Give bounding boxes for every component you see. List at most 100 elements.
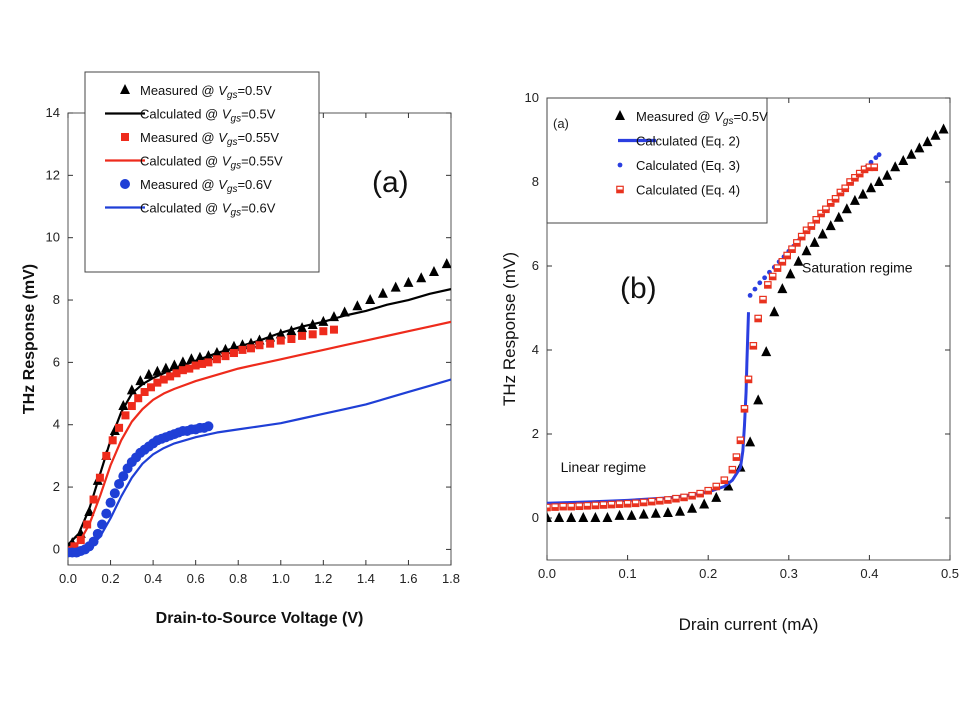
data-point bbox=[319, 327, 328, 336]
x-tick-label: 0.4 bbox=[860, 566, 878, 581]
data-point-fill bbox=[851, 177, 859, 181]
data-point bbox=[906, 148, 917, 159]
y-tick-label: 6 bbox=[532, 258, 539, 273]
data-point bbox=[108, 436, 117, 445]
x-tick-label: 0.2 bbox=[699, 566, 717, 581]
data-point bbox=[547, 512, 552, 522]
data-point bbox=[554, 512, 565, 522]
data-point bbox=[752, 286, 758, 292]
data-point bbox=[246, 344, 255, 353]
panel-label: (b) bbox=[620, 272, 657, 305]
data-point bbox=[308, 330, 317, 339]
data-point bbox=[938, 123, 949, 134]
legend-marker-swatch bbox=[617, 162, 623, 168]
data-point bbox=[416, 272, 427, 283]
data-point-fill bbox=[547, 507, 551, 511]
data-point bbox=[785, 268, 796, 279]
data-point bbox=[287, 335, 296, 343]
data-point bbox=[890, 161, 901, 172]
data-point bbox=[841, 203, 852, 214]
data-point-fill bbox=[817, 213, 825, 217]
legend-box bbox=[546, 97, 768, 224]
data-point-fill bbox=[584, 505, 591, 510]
data-point-fill bbox=[729, 469, 736, 473]
data-point-fill bbox=[741, 408, 748, 412]
data-point bbox=[882, 169, 893, 180]
data-point bbox=[428, 265, 439, 276]
data-point bbox=[153, 378, 162, 387]
series-1 bbox=[547, 123, 949, 522]
data-point bbox=[109, 488, 120, 499]
y-tick-label: 8 bbox=[53, 292, 60, 307]
data-point-fill bbox=[871, 167, 878, 171]
annotation: Saturation regime bbox=[802, 259, 913, 275]
data-point bbox=[198, 359, 207, 368]
y-axis-label: THz Response (mV) bbox=[500, 252, 519, 406]
annotation: Linear regime bbox=[561, 459, 647, 475]
y-tick-label: 0 bbox=[532, 510, 539, 525]
data-point bbox=[89, 495, 98, 504]
x-axis-label: Drain-to-Source Voltage (V) bbox=[156, 610, 364, 627]
data-point bbox=[674, 505, 685, 516]
x-tick-label: 0.3 bbox=[780, 566, 798, 581]
data-point bbox=[140, 387, 149, 396]
data-point-fill bbox=[608, 504, 615, 508]
data-point-fill bbox=[632, 503, 639, 507]
data-point bbox=[255, 341, 264, 350]
data-point-fill bbox=[551, 507, 559, 511]
data-point-fill bbox=[664, 499, 672, 504]
data-point-fill bbox=[827, 203, 834, 207]
series-1 bbox=[68, 258, 451, 548]
data-point bbox=[191, 361, 200, 370]
data-point bbox=[403, 276, 414, 287]
data-point bbox=[298, 331, 307, 340]
data-point-fill bbox=[846, 182, 854, 186]
data-point bbox=[83, 520, 92, 529]
data-point bbox=[88, 536, 99, 547]
data-point bbox=[711, 491, 722, 502]
data-point bbox=[229, 349, 238, 358]
data-point bbox=[761, 346, 772, 357]
data-point-fill bbox=[567, 506, 575, 510]
series-3 bbox=[70, 325, 338, 551]
data-point bbox=[857, 188, 868, 199]
chart-panel-2: 0.0 0.1 0.2 0.3 0.4 0.5 0 2 4 6 8 10 Drain current (… bbox=[500, 90, 959, 634]
data-point bbox=[203, 421, 214, 432]
data-point bbox=[638, 508, 649, 519]
data-point-fill bbox=[640, 502, 647, 506]
data-point bbox=[172, 369, 181, 378]
data-point bbox=[833, 211, 844, 222]
data-point bbox=[757, 280, 763, 286]
y-tick-label: 4 bbox=[53, 417, 60, 432]
data-point bbox=[134, 394, 143, 403]
x-tick-label: 1.6 bbox=[399, 571, 417, 586]
y-tick-label: 12 bbox=[46, 167, 60, 182]
data-point bbox=[873, 155, 879, 161]
panel-label: (a) bbox=[372, 166, 409, 199]
data-point bbox=[329, 325, 338, 334]
data-point bbox=[876, 152, 882, 158]
data-point-fill bbox=[779, 261, 786, 265]
series-line bbox=[68, 378, 451, 554]
data-point bbox=[115, 423, 124, 432]
data-point-fill bbox=[803, 230, 810, 234]
data-point bbox=[809, 236, 820, 247]
data-point-fill bbox=[783, 255, 791, 259]
series-2 bbox=[68, 288, 451, 546]
y-tick-label: 10 bbox=[525, 90, 539, 105]
legend: Measured @ Vgs=0.5V Calculated @ Vgs=0.5V… bbox=[84, 71, 320, 273]
y-tick-label: 6 bbox=[53, 354, 60, 369]
data-point bbox=[114, 478, 125, 489]
y-tick-label: 10 bbox=[46, 230, 60, 245]
x-tick-label: 0.8 bbox=[229, 571, 247, 586]
data-point bbox=[868, 159, 874, 165]
data-point bbox=[578, 512, 589, 522]
data-point bbox=[238, 345, 247, 354]
legend-marker-swatch-fill bbox=[616, 189, 624, 193]
data-point bbox=[793, 255, 804, 266]
data-point bbox=[185, 364, 194, 373]
data-point-fill bbox=[793, 242, 801, 247]
data-point-fill bbox=[808, 226, 815, 230]
data-point bbox=[178, 366, 187, 375]
data-point-fill bbox=[688, 495, 696, 499]
